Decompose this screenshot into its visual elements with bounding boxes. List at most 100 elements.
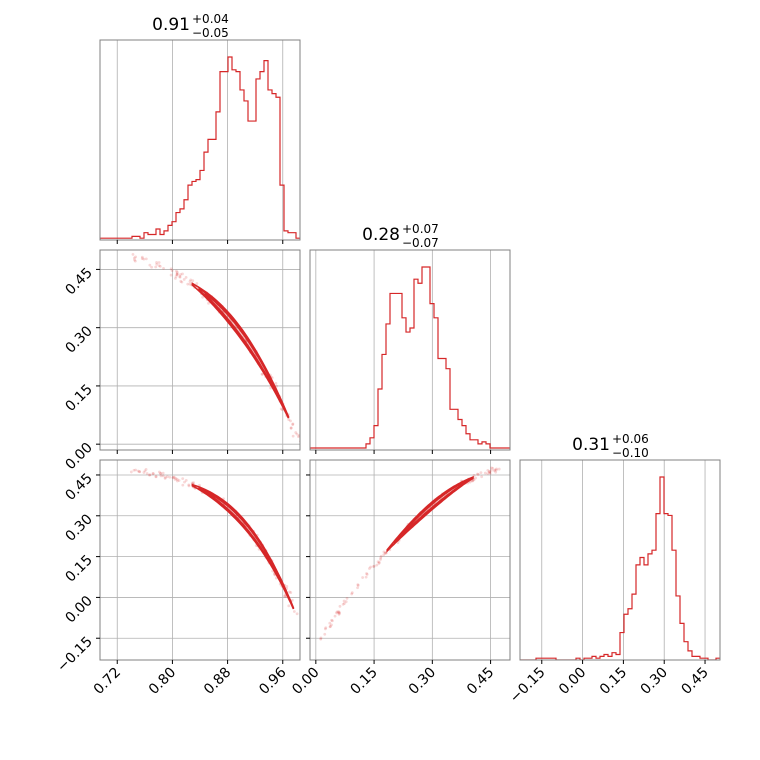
sample-point (289, 419, 292, 423)
sample-point (177, 479, 181, 482)
scatter-frame (309, 459, 511, 661)
sample-point (295, 432, 299, 436)
sample-point (372, 564, 376, 568)
sample-point (377, 562, 381, 565)
sample-point (356, 583, 360, 587)
scatter-panel-2-0 (100, 460, 300, 660)
histogram-title: 0.31 (572, 435, 610, 455)
sample-point (384, 551, 387, 555)
sample-point (493, 468, 497, 472)
sample-point (345, 597, 349, 600)
sample-point (195, 282, 199, 285)
sample-point (335, 610, 339, 614)
sample-point (330, 618, 333, 622)
sample-point (494, 468, 498, 472)
sample-point (269, 386, 273, 390)
sample-point (474, 476, 478, 480)
x-tick-label: 0.00 (556, 665, 589, 698)
sample-point (335, 611, 338, 615)
sample-point (154, 475, 158, 478)
sample-point (169, 267, 173, 271)
sample-point (159, 474, 163, 478)
sample-point (179, 279, 183, 283)
contour-level (191, 483, 295, 610)
sample-point (172, 476, 176, 479)
sample-point (189, 278, 193, 282)
sample-point (479, 471, 483, 475)
sample-point (287, 418, 291, 421)
scatter-panel-2-1 (310, 460, 510, 660)
sample-point (289, 426, 293, 430)
sample-point (376, 560, 380, 564)
sample-point (329, 624, 332, 628)
sample-point (337, 610, 341, 614)
y-tick-label: 0.00 (62, 593, 95, 626)
histogram-frame (99, 39, 301, 241)
histogram-title: 0.28 (362, 225, 400, 245)
sample-point (279, 407, 283, 411)
sample-point (155, 260, 158, 264)
sample-point (287, 604, 291, 608)
sample-point (291, 434, 295, 438)
sample-point (201, 295, 205, 299)
sample-point (164, 476, 167, 479)
sample-point (343, 602, 346, 605)
sample-point (140, 255, 144, 259)
sample-point (328, 625, 332, 629)
histogram-title: 0.91 (152, 15, 190, 35)
sample-point (161, 474, 165, 478)
sample-point (133, 259, 137, 263)
sample-point (159, 472, 162, 476)
sample-point (283, 594, 286, 598)
sample-point (324, 626, 328, 630)
title-upper-error: +0.07 (402, 222, 439, 236)
sample-point (145, 472, 149, 475)
sample-point (188, 282, 192, 286)
scatter-frame (99, 249, 301, 451)
x-tick-label: −0.15 (507, 665, 549, 707)
sample-point (365, 573, 369, 576)
sample-point (179, 273, 182, 276)
sample-point (129, 470, 133, 474)
sample-point (488, 471, 492, 475)
y-tick-label: 0.00 (62, 440, 95, 473)
sample-point (495, 467, 498, 471)
sample-point (319, 637, 323, 641)
y-tick-label: 0.30 (62, 323, 95, 356)
sample-point (356, 586, 359, 590)
scatter-content (319, 466, 501, 641)
histogram-background (310, 250, 510, 450)
sample-point (161, 471, 165, 475)
sample-point (181, 477, 185, 481)
sample-point (491, 466, 495, 470)
sample-point (486, 468, 490, 472)
histogram-frame (309, 249, 511, 451)
sample-point (175, 273, 179, 277)
sample-point (131, 253, 135, 256)
sample-point (142, 257, 146, 261)
sample-point (186, 282, 190, 286)
sample-point (184, 478, 188, 482)
sample-point (175, 273, 179, 276)
sample-point (197, 483, 201, 487)
sample-point (291, 423, 295, 426)
sample-point (344, 600, 348, 604)
sample-point (323, 627, 327, 631)
sample-point (173, 477, 177, 481)
sample-point (341, 602, 345, 606)
sample-point (134, 255, 138, 259)
sample-point (168, 475, 172, 479)
sample-point (338, 611, 341, 615)
histogram-panel-0: 0.91 +0.04−0.05 (100, 12, 300, 240)
sample-point (379, 558, 382, 561)
x-tick-label: 0.45 (679, 665, 712, 698)
sample-point (184, 276, 188, 279)
sample-point (174, 274, 178, 278)
sample-point (178, 275, 182, 279)
y-tick-label: 0.15 (62, 381, 95, 414)
contour-level (386, 475, 474, 553)
sample-point (154, 265, 158, 269)
sample-point (165, 475, 169, 479)
sample-point (285, 584, 289, 588)
sample-point (144, 257, 148, 261)
